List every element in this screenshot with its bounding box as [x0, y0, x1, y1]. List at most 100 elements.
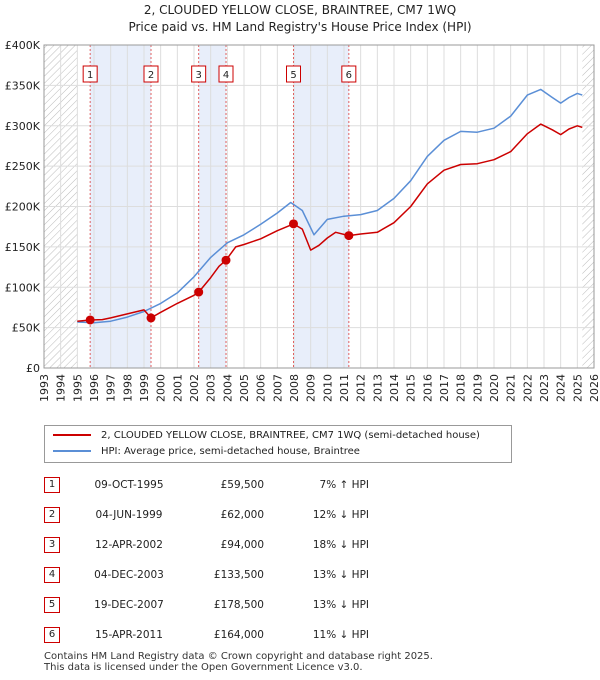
x-tick-label: 2010 — [321, 374, 334, 402]
sale-date: 04-DEC-2003 — [94, 569, 164, 581]
sale-number-badge: 2 — [44, 507, 60, 523]
chart-subtitle: Price paid vs. HM Land Registry's House … — [128, 20, 472, 34]
sale-marker-label: 5 — [290, 70, 296, 81]
y-tick-label: £300K — [5, 120, 41, 133]
x-tick-label: 2014 — [388, 374, 401, 402]
x-tick-label: 2026 — [588, 374, 600, 402]
legend-label-hpi: HPI: Average price, semi-detached house,… — [101, 446, 360, 457]
sale-hpi-diff: 18% ↓ HPI — [312, 539, 369, 551]
x-tick-label: 2000 — [155, 374, 168, 402]
sale-marker-box-frame — [218, 65, 234, 83]
x-tick-label: 2002 — [188, 374, 201, 402]
x-tick-label: 2016 — [421, 374, 434, 402]
sale-number-badge: 5 — [44, 597, 60, 613]
price-chart: 1 2 3 4 5 6 £0 £50K £100K £150K £200K £250K £300K £35… — [5, 39, 600, 402]
x-tick-label: 1998 — [121, 374, 134, 402]
sale-price: £178,500 — [213, 599, 264, 611]
x-tick-label: 2013 — [371, 374, 384, 402]
chart-title-block: 2, CLOUDED YELLOW CLOSE, BRAINTREE, CM7 … — [0, 2, 600, 36]
y-tick-label: £50K — [12, 322, 41, 335]
sale-date: 19-DEC-2007 — [94, 599, 164, 611]
x-tick-label: 2007 — [271, 374, 284, 402]
sale-marker-box: 4 — [218, 65, 234, 83]
table-row: 4 04-DEC-2003 £133,500 13% ↓ HPI — [44, 560, 424, 590]
chart-legend: 2, CLOUDED YELLOW CLOSE, BRAINTREE, CM7 … — [44, 425, 512, 463]
sale-point — [221, 255, 231, 265]
sale-point — [146, 313, 156, 323]
table-row: 5 19-DEC-2007 £178,500 13% ↓ HPI — [44, 590, 424, 620]
y-tick-label: £350K — [5, 79, 41, 92]
sale-marker-label: 6 — [346, 70, 352, 81]
sale-marker-label: 3 — [195, 70, 201, 81]
sale-price: £94,000 — [220, 539, 264, 551]
transactions-table: 1 09-OCT-1995 £59,500 7% ↑ HPI 2 04-JUN-… — [44, 470, 424, 650]
sale-marker-box-frame — [286, 65, 301, 83]
x-tick-label: 2020 — [488, 374, 501, 402]
x-tick-label: 2003 — [205, 374, 218, 402]
sale-marker-box-frame — [82, 65, 98, 83]
sale-marker-label: 4 — [223, 70, 229, 81]
table-row: 3 12-APR-2002 £94,000 18% ↓ HPI — [44, 530, 424, 560]
sale-price: £133,500 — [213, 569, 264, 581]
sale-hpi-diff: 12% ↓ HPI — [312, 509, 369, 521]
y-tick-label: £150K — [5, 241, 41, 254]
table-row: 6 15-APR-2011 £164,000 11% ↓ HPI — [44, 620, 424, 650]
sale-hpi-diff: 11% ↓ HPI — [312, 629, 369, 641]
chart-title: 2, CLOUDED YELLOW CLOSE, BRAINTREE, CM7 … — [143, 3, 457, 17]
sale-date: 15-APR-2011 — [95, 629, 163, 641]
x-tick-label: 2005 — [238, 374, 251, 402]
x-tick-label: 2023 — [538, 374, 551, 402]
sale-number-badge: 1 — [44, 477, 60, 493]
y-tick-label: £200K — [5, 201, 41, 214]
sale-date: 12-APR-2002 — [95, 539, 163, 551]
plot-frame — [43, 44, 595, 369]
x-tick-label: 2009 — [305, 374, 318, 402]
x-tick-label: 2017 — [438, 374, 451, 402]
sale-point — [85, 315, 95, 325]
sale-marker-box: 1 — [82, 65, 98, 83]
series-line-property — [77, 123, 583, 322]
table-row: 2 04-JUN-1999 £62,000 12% ↓ HPI — [44, 500, 424, 530]
sale-marker-box-frame — [191, 65, 207, 83]
sale-hpi-diff: 7% ↑ HPI — [319, 479, 369, 491]
x-tick-label: 2021 — [505, 374, 518, 402]
sale-marker-box-frame — [341, 65, 357, 83]
table-row: 1 09-OCT-1995 £59,500 7% ↑ HPI — [44, 470, 424, 500]
x-tick-label: 2015 — [405, 374, 418, 402]
sale-point — [194, 287, 204, 297]
x-tick-label: 2004 — [221, 374, 234, 402]
sale-number-badge: 3 — [44, 537, 60, 553]
sale-date: 04-JUN-1999 — [95, 509, 163, 521]
y-tick-label: £250K — [5, 160, 41, 173]
sale-price: £164,000 — [213, 629, 264, 641]
sale-marker-label: 2 — [148, 70, 154, 81]
legend-entry-property: 2, CLOUDED YELLOW CLOSE, BRAINTREE, CM7 … — [53, 428, 480, 444]
x-tick-label: 2025 — [571, 374, 584, 402]
x-tick-label: 1995 — [71, 374, 84, 402]
x-tick-label: 1993 — [38, 374, 51, 402]
footer-licence: This data is licensed under the Open Gov… — [44, 662, 363, 673]
x-tick-label: 2018 — [455, 374, 468, 402]
sale-marker-box: 5 — [286, 65, 301, 83]
footer-copyright: Contains HM Land Registry data © Crown c… — [44, 651, 433, 662]
sale-marker-box: 6 — [341, 65, 357, 83]
series-line-hpi — [77, 88, 583, 324]
x-tick-label: 1994 — [55, 374, 68, 402]
legend-entry-hpi: HPI: Average price, semi-detached house,… — [53, 444, 360, 460]
legend-swatch-blue — [53, 450, 91, 452]
sale-marker-box-frame — [143, 65, 159, 83]
sale-date: 09-OCT-1995 — [94, 479, 164, 491]
sale-marker-label: 1 — [87, 70, 93, 81]
x-tick-label: 2024 — [555, 374, 568, 402]
x-tick-label: 2022 — [521, 374, 534, 402]
x-tick-label: 2001 — [171, 374, 184, 402]
sale-price: £59,500 — [220, 479, 264, 491]
y-tick-label: £0 — [26, 362, 40, 375]
x-tick-label: 2006 — [255, 374, 268, 402]
sale-price: £62,000 — [220, 509, 264, 521]
sale-hpi-diff: 13% ↓ HPI — [312, 599, 369, 611]
sale-number-badge: 4 — [44, 567, 60, 583]
sale-hpi-diff: 13% ↓ HPI — [312, 569, 369, 581]
x-tick-label: 2011 — [338, 374, 351, 402]
sale-point — [344, 231, 354, 241]
